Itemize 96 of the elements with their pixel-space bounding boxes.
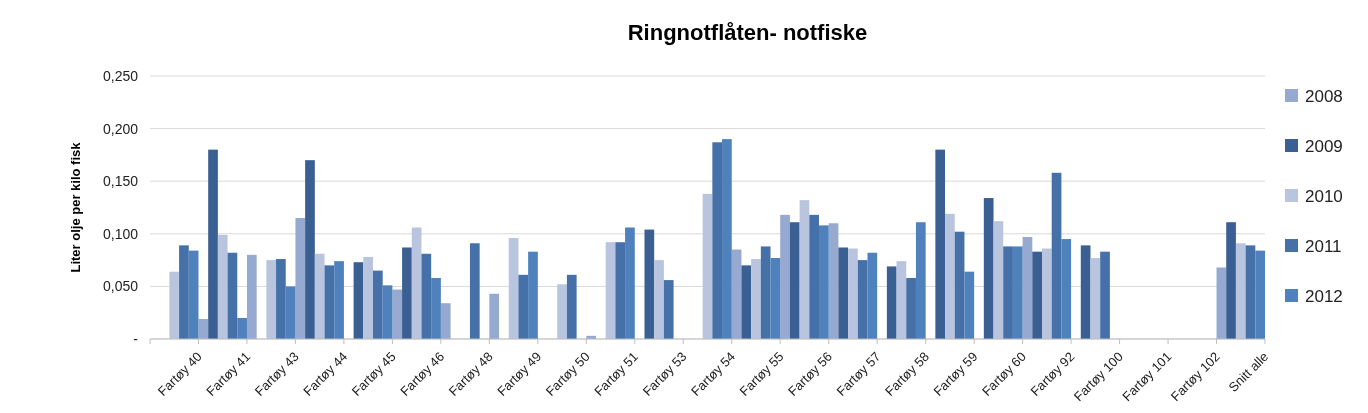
- bar: [780, 214, 790, 339]
- bar: [770, 258, 781, 339]
- bar: [411, 227, 422, 339]
- bar: [285, 286, 296, 339]
- y-tick-label: 0,050: [102, 278, 139, 295]
- bar: [983, 198, 994, 339]
- bar: [382, 285, 393, 339]
- bar: [266, 260, 277, 339]
- bar: [431, 277, 441, 339]
- y-tick-label: 0,100: [102, 225, 139, 242]
- bar: [625, 227, 635, 339]
- bar: [518, 274, 529, 339]
- bar: [363, 256, 373, 339]
- bar: [566, 274, 577, 339]
- bar: [751, 259, 761, 339]
- bar: [954, 231, 965, 339]
- legend-label: 2009: [1305, 136, 1343, 156]
- bar: [1255, 250, 1265, 339]
- bar: [644, 229, 655, 339]
- bar: [528, 251, 538, 339]
- bar: [945, 213, 955, 339]
- bar: [402, 247, 412, 339]
- y-axis-title: Liter olje per kilo fisk: [68, 141, 83, 273]
- bar: [915, 222, 926, 339]
- bar: [906, 277, 916, 339]
- bar: [237, 317, 247, 339]
- bar: [702, 193, 713, 339]
- bar: [198, 319, 209, 339]
- bar: [557, 284, 567, 339]
- bar: [838, 247, 849, 339]
- y-tick-label: 0,200: [102, 120, 139, 137]
- bar: [1226, 222, 1236, 339]
- bar: [208, 149, 218, 339]
- bar: [188, 250, 199, 339]
- y-tick-label: 0,150: [102, 173, 139, 190]
- bar: [508, 238, 519, 339]
- bar: [731, 249, 742, 339]
- bar: [1032, 251, 1042, 339]
- legend-label: 2012: [1305, 286, 1343, 306]
- bar: [605, 242, 616, 339]
- bar: [314, 253, 325, 339]
- bar: [935, 149, 946, 339]
- bar: [1080, 245, 1091, 339]
- bar: [489, 293, 500, 339]
- bar: [1090, 258, 1101, 339]
- bar: [373, 270, 383, 339]
- bar: [867, 252, 878, 339]
- bar: [1216, 267, 1227, 339]
- bar: [760, 246, 771, 339]
- bar: [615, 242, 626, 339]
- bar: [305, 160, 315, 339]
- bar: [179, 245, 189, 339]
- bar: [828, 223, 839, 339]
- bar: [295, 218, 306, 339]
- bar: [392, 289, 403, 339]
- y-tick-label: -: [133, 330, 139, 347]
- bar: [324, 265, 335, 339]
- bar: [819, 225, 829, 339]
- bar: [857, 260, 868, 339]
- bar: [1042, 248, 1052, 339]
- bar: [809, 214, 819, 339]
- bar: [276, 259, 286, 339]
- bar: [227, 252, 238, 339]
- bar: [469, 243, 480, 339]
- bar: [722, 139, 732, 339]
- bar: [1051, 172, 1062, 339]
- bar: [789, 222, 800, 339]
- bar: [1061, 239, 1072, 339]
- bar: [896, 261, 907, 339]
- y-tick-label: 0,250: [102, 67, 139, 84]
- bar: [440, 303, 451, 339]
- bar: [334, 261, 344, 339]
- bar: [848, 248, 858, 339]
- bar: [217, 234, 228, 339]
- bar: [353, 262, 364, 339]
- bar: [1003, 246, 1013, 339]
- chart-title: Ringnotflåten- notfiske: [627, 20, 868, 45]
- bar: [1022, 236, 1033, 339]
- bar: [1235, 243, 1246, 339]
- bar: [886, 266, 897, 339]
- bar: [663, 280, 674, 339]
- bar: [654, 260, 664, 339]
- bar: [993, 221, 1004, 339]
- bar: [169, 271, 180, 339]
- legend-label: 2008: [1305, 86, 1343, 106]
- bar: [1012, 246, 1023, 339]
- bar: [246, 254, 257, 339]
- bar: [1100, 251, 1110, 339]
- bar: [799, 200, 810, 339]
- bar: [1245, 245, 1256, 339]
- legend-label: 2011: [1305, 236, 1342, 256]
- legend-label: 2010: [1305, 186, 1343, 206]
- bar: [712, 142, 723, 339]
- bar: [741, 265, 752, 339]
- bar: [421, 253, 432, 339]
- bar: [964, 271, 975, 339]
